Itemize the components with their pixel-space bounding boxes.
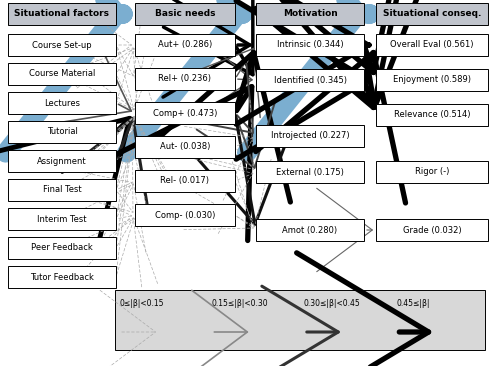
Text: Rel- (0.017): Rel- (0.017): [160, 176, 210, 186]
FancyBboxPatch shape: [8, 92, 116, 114]
Text: Rel+ (0.236): Rel+ (0.236): [158, 75, 212, 83]
FancyBboxPatch shape: [256, 161, 364, 183]
FancyBboxPatch shape: [135, 102, 235, 124]
Text: Overall Eval (0.561): Overall Eval (0.561): [390, 41, 474, 49]
FancyBboxPatch shape: [376, 34, 488, 56]
Text: 0.15≤|β|<0.30: 0.15≤|β|<0.30: [212, 299, 268, 309]
FancyBboxPatch shape: [135, 34, 235, 56]
Text: Final Test: Final Test: [42, 186, 82, 194]
Text: Motivation: Motivation: [282, 10, 338, 19]
FancyBboxPatch shape: [135, 204, 235, 226]
FancyBboxPatch shape: [8, 3, 116, 25]
FancyBboxPatch shape: [8, 121, 116, 143]
Text: External (0.175): External (0.175): [276, 168, 344, 176]
FancyBboxPatch shape: [8, 237, 116, 259]
Text: Enjoyment (0.589): Enjoyment (0.589): [393, 75, 471, 85]
FancyBboxPatch shape: [8, 63, 116, 85]
Text: Basic needs: Basic needs: [155, 10, 215, 19]
FancyBboxPatch shape: [135, 136, 235, 158]
FancyBboxPatch shape: [135, 3, 235, 25]
Text: 0.45≤|β|: 0.45≤|β|: [396, 299, 430, 309]
FancyBboxPatch shape: [256, 125, 364, 147]
Text: 0.30≤|β|<0.45: 0.30≤|β|<0.45: [304, 299, 361, 309]
Text: Rigor (-): Rigor (-): [415, 168, 449, 176]
Text: Comp- (0.030): Comp- (0.030): [155, 210, 215, 220]
FancyBboxPatch shape: [256, 3, 364, 25]
Text: Lectures: Lectures: [44, 98, 80, 108]
Text: Course Material: Course Material: [29, 70, 95, 78]
Text: Relevance (0.514): Relevance (0.514): [394, 111, 470, 120]
Text: Assignment: Assignment: [37, 157, 87, 165]
FancyBboxPatch shape: [256, 219, 364, 241]
Text: 0≤|β|<0.15: 0≤|β|<0.15: [119, 299, 164, 309]
Text: Identified (0.345): Identified (0.345): [274, 75, 346, 85]
Text: Amot (0.280): Amot (0.280): [282, 225, 338, 235]
Text: Intrinsic (0.344): Intrinsic (0.344): [276, 41, 344, 49]
Text: Aut+ (0.286): Aut+ (0.286): [158, 41, 212, 49]
Text: Tutor Feedback: Tutor Feedback: [30, 273, 94, 281]
FancyBboxPatch shape: [376, 104, 488, 126]
Text: Peer Feedback: Peer Feedback: [31, 243, 93, 253]
FancyBboxPatch shape: [376, 161, 488, 183]
Text: Situational conseq.: Situational conseq.: [383, 10, 481, 19]
FancyBboxPatch shape: [115, 290, 485, 350]
FancyBboxPatch shape: [135, 68, 235, 90]
FancyBboxPatch shape: [8, 208, 116, 230]
Text: Comp+ (0.473): Comp+ (0.473): [153, 108, 217, 117]
FancyBboxPatch shape: [256, 34, 364, 56]
Text: Introjected (0.227): Introjected (0.227): [270, 131, 349, 141]
FancyBboxPatch shape: [8, 266, 116, 288]
FancyBboxPatch shape: [256, 69, 364, 91]
Text: Grade (0.032): Grade (0.032): [402, 225, 462, 235]
FancyBboxPatch shape: [135, 170, 235, 192]
Text: Aut- (0.038): Aut- (0.038): [160, 142, 210, 152]
FancyBboxPatch shape: [376, 3, 488, 25]
FancyBboxPatch shape: [8, 34, 116, 56]
Text: Course Set-up: Course Set-up: [32, 41, 92, 49]
Text: Tutorial: Tutorial: [46, 127, 78, 137]
FancyBboxPatch shape: [8, 179, 116, 201]
FancyBboxPatch shape: [376, 69, 488, 91]
FancyBboxPatch shape: [376, 219, 488, 241]
FancyBboxPatch shape: [8, 150, 116, 172]
Text: Situational factors: Situational factors: [14, 10, 110, 19]
Text: Interim Test: Interim Test: [37, 214, 87, 224]
